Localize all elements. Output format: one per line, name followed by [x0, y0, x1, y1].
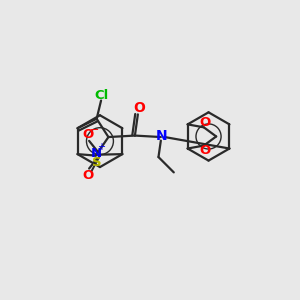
Text: +: +	[98, 142, 106, 152]
Text: −: −	[90, 125, 99, 135]
Text: O: O	[82, 169, 94, 182]
Text: O: O	[200, 144, 211, 157]
Text: N: N	[156, 130, 167, 143]
Text: N: N	[91, 147, 102, 160]
Text: Cl: Cl	[94, 89, 109, 102]
Text: S: S	[92, 156, 102, 169]
Text: O: O	[82, 128, 94, 141]
Text: O: O	[200, 116, 211, 129]
Text: O: O	[133, 101, 145, 116]
